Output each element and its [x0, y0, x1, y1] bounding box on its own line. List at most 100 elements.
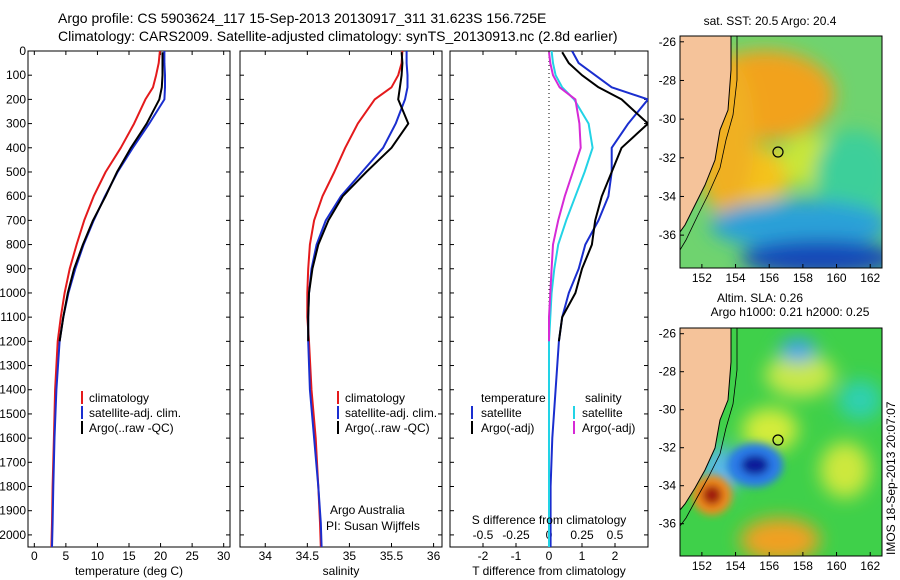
difference-legend-s-argo: Argo(-adj) — [582, 421, 635, 435]
temperature-ytick-label: 500 — [6, 165, 26, 179]
sla-map-lat-tick-label: -28 — [659, 365, 677, 379]
sla-argo-marker — [772, 434, 784, 446]
salinity-annotation-line-1: Argo Australia — [330, 503, 405, 517]
sst-land — [680, 36, 732, 233]
temperature-ytick-label: 2000 — [0, 528, 26, 542]
salinity-series-argo-raw-qc — [307, 52, 410, 342]
salinity-legend: climatology satellite-adj. clim. Argo(..… — [337, 391, 437, 435]
sla-map-subtitle: Argo h1000: 0.21 h2000: 0.25 — [711, 305, 870, 319]
temperature-xtick-label: 20 — [154, 549, 168, 563]
sst-map-title: sat. SST: 20.5 Argo: 20.4 — [704, 14, 837, 28]
temperature-legend-satellite: satellite-adj. clim. — [89, 406, 181, 420]
temperature-ytick-label: 1800 — [0, 480, 26, 494]
temperature-legend-climatology: climatology — [89, 391, 149, 405]
difference-ticks: -2 -1 0 1 2-0.5 -0.25 0 0.25 0.5 — [450, 50, 648, 563]
difference-legend-t-satellite: satellite — [481, 406, 522, 420]
temperature-ytick-label: 1300 — [0, 359, 26, 373]
sla-blue-north — [780, 338, 816, 362]
salinity-xtick-label: 34 — [259, 549, 273, 563]
sla-map-lat-tick-label: -30 — [659, 403, 677, 417]
difference-legend-s-satellite: satellite — [582, 406, 623, 420]
temperature-axes-box — [27, 50, 231, 548]
sla-map-lon-tick-label: 152 — [692, 559, 712, 573]
header-line-2: Climatology: CARS2009. Satellite-adjuste… — [58, 28, 618, 44]
salinity-axes-box — [239, 50, 443, 548]
sst-map-lon-tick-label: 152 — [692, 271, 712, 285]
sla-yellow-north — [765, 353, 835, 397]
sla-map-panel: Altim. SLA: 0.26 Argo h1000: 0.21 h2000:… — [659, 291, 883, 573]
sla-yellow-mid — [742, 408, 798, 452]
salinity-legend-climatology: climatology — [345, 391, 405, 405]
sst-map-lon-tick-label: 162 — [860, 271, 880, 285]
salinity-lines — [306, 51, 410, 547]
sst-map-lat-tick-label: -26 — [659, 35, 677, 49]
temperature-ytick-label: 1500 — [0, 407, 26, 421]
temperature-xlabel: temperature (deg C) — [75, 564, 183, 578]
temperature-panel: 0 5 10 15 20 25 300100200300400500600700800900… — [0, 44, 231, 578]
sst-argo-marker — [772, 146, 784, 158]
difference-legend-header-temperature: temperature — [481, 391, 546, 405]
difference-series-temperature-satellite — [549, 51, 648, 547]
salinity-legend-satellite: satellite-adj. clim. — [345, 406, 437, 420]
sla-map-lon-tick-label: 160 — [827, 559, 847, 573]
temperature-ytick-label: 600 — [6, 189, 26, 203]
difference-panel: -2 -1 0 1 2-0.5 -0.25 0 0.25 0.5 S difference fr… — [449, 50, 649, 578]
sla-map-image — [680, 328, 882, 556]
sla-eddies — [692, 443, 783, 515]
sst-map-lat-tick-label: -32 — [659, 151, 677, 165]
difference-top-tick-label: -0.25 — [502, 528, 530, 542]
sst-map-panel: sat. SST: 20.5 Argo: 20.4 152 154 156 158 16… — [659, 14, 883, 285]
sst-map-lon-tick-label: 160 — [827, 271, 847, 285]
salinity-series-satellite-adj-clim — [307, 51, 409, 547]
temperature-ytick-label: 300 — [6, 117, 26, 131]
salinity-annotation-line-2: PI: Susan Wijffels — [326, 519, 420, 533]
sla-map-lon-tick-label: 158 — [793, 559, 813, 573]
temperature-ytick-label: 1900 — [0, 504, 26, 518]
sst-blobs — [695, 50, 882, 268]
sla-map-lat-tick-label: -26 — [659, 327, 677, 341]
temperature-lines — [50, 51, 166, 547]
temperature-ytick-label: 200 — [6, 92, 26, 106]
salinity-xtick-label: 35.5 — [380, 549, 404, 563]
temperature-ytick-label: 1700 — [0, 455, 26, 469]
temperature-legend-argo: Argo(..raw -QC) — [89, 421, 174, 435]
difference-xtick-label: 0 — [546, 549, 553, 563]
difference-legend: temperature satellite Argo(-adj) salinit… — [471, 391, 635, 435]
difference-xlabel-top: S difference from climatology — [472, 513, 627, 527]
temperature-xtick-label: 5 — [63, 549, 70, 563]
difference-top-tick-label: 0.25 — [570, 528, 594, 542]
difference-xlabel: T difference from climatology — [472, 564, 626, 578]
temperature-ytick-label: 100 — [6, 68, 26, 82]
sst-cool-south — [710, 200, 882, 250]
sla-orange-south — [740, 518, 820, 556]
salinity-xtick-label: 35 — [343, 549, 357, 563]
sst-cool-east — [815, 130, 882, 220]
sla-land — [680, 328, 732, 511]
difference-series-salinity-satellite — [548, 51, 594, 547]
sla-map-lat-tick-label: -32 — [659, 441, 677, 455]
temperature-ytick-label: 700 — [6, 213, 26, 227]
sla-map-lon-tick-label: 154 — [726, 559, 746, 573]
sst-map-ticks: 152 154 156 158 160 162 -26 -28 -30 -32 -34 -36 — [659, 35, 881, 285]
sla-map-frame — [679, 327, 883, 557]
difference-xtick-label: -2 — [478, 549, 489, 563]
sla-warm-eddy-core — [702, 485, 722, 505]
difference-series-salinity-argo-adj — [548, 52, 582, 342]
temperature-series-argo-raw-qc — [58, 52, 164, 342]
sst-map-lon-tick-label: 156 — [759, 271, 779, 285]
temperature-ytick-label: 800 — [6, 238, 26, 252]
temperature-ytick-label: 1000 — [0, 286, 26, 300]
temperature-xtick-label: 30 — [217, 549, 231, 563]
sla-map-lat-tick-label: -34 — [659, 479, 677, 493]
difference-top-tick-label: -0.5 — [473, 528, 494, 542]
salinity-panel: 34 34.5 35 35.5 36 salinity climatology sate… — [239, 50, 443, 578]
imos-timestamp-caption: IMOS 18-Sep-2013 20:07:07 — [884, 401, 898, 555]
difference-xtick-label: 1 — [579, 549, 586, 563]
temperature-ytick-label: 0 — [19, 44, 26, 58]
temperature-ytick-label: 900 — [6, 262, 26, 276]
sla-map-lon-tick-label: 156 — [759, 559, 779, 573]
sla-isobath — [680, 328, 738, 527]
sla-yellow-east — [820, 442, 870, 498]
temperature-ytick-label: 400 — [6, 141, 26, 155]
